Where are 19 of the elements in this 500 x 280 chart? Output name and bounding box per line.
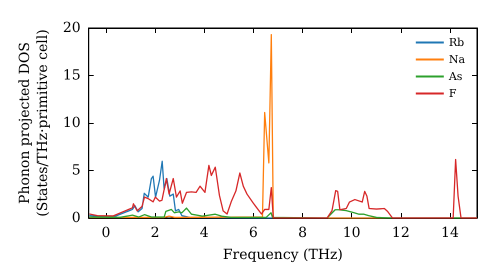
x-tick-label: 0: [101, 225, 110, 241]
y-tick-label: 10: [62, 115, 81, 131]
x-tick-label: 10: [342, 225, 361, 241]
y-tick-label: 20: [62, 20, 81, 36]
x-tick-label: 14: [441, 225, 459, 241]
legend-label: F: [448, 87, 457, 100]
x-tick-label: 8: [298, 225, 307, 241]
y-tick-label: 5: [72, 162, 81, 178]
y-tick-label: 15: [62, 68, 81, 84]
legend-label: As: [448, 70, 463, 83]
x-tick-label: 6: [248, 225, 258, 241]
legend-label: Na: [448, 53, 466, 66]
legend-label: Rb: [448, 36, 464, 49]
y-axis-title: Phonon projected DOS (States/THz·primitive cell): [17, 29, 51, 217]
x-tick-label: 4: [200, 225, 209, 241]
y-tick-label: 0: [72, 210, 81, 226]
x-tick-label: 12: [392, 225, 410, 241]
x-tick-label: 2: [150, 225, 160, 241]
x-axis-title: Frequency (THz): [222, 247, 343, 263]
